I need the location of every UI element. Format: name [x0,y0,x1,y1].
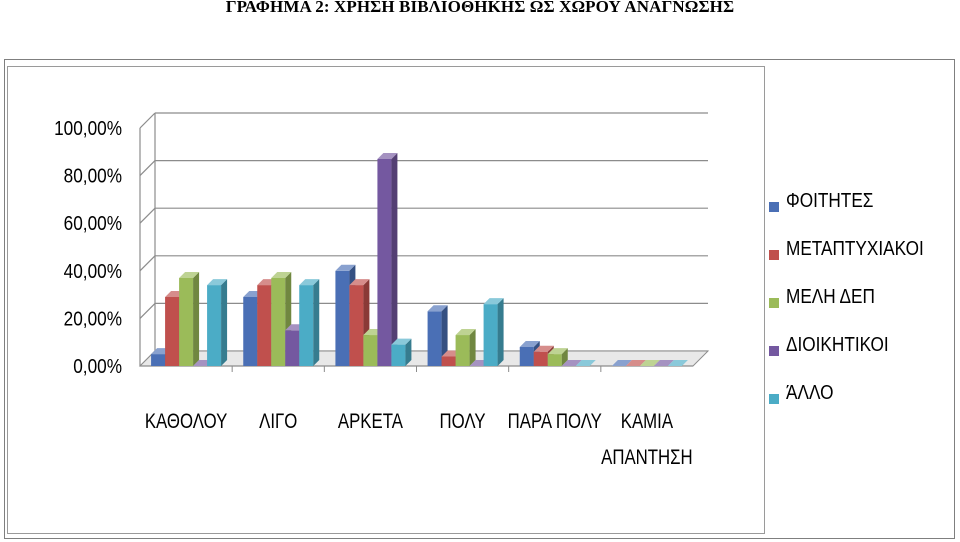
x-category-label: ΠΑΡΑ ΠΟΛΥ [508,410,603,433]
page-title: ΓΡΑΦΗΜΑ 2: ΧΡΗΣΗ ΒΙΒΛΙΟΘΗΚΗΣ ΩΣ ΧΩΡΟΥ ΑΝ… [225,0,735,16]
bar-top [207,279,228,286]
bar-front [547,354,562,366]
legend-item: ΜΕΛΗ ΔΕΠ [769,286,955,334]
bar-front [391,344,406,366]
bar-top [349,279,370,286]
x-category-label: ΛΙΓΟ [259,410,297,433]
bar-top [179,271,200,278]
legend-swatch [769,298,779,308]
bar-top [653,360,674,366]
y-tick-label: 20,00% [64,307,122,330]
bar-top [533,345,554,352]
x-category-label: ΑΠΑΝΤΗΣΗ [601,446,693,469]
bar-side [221,279,228,366]
bar-front [179,277,194,366]
x-category-label: ΠΟΛΥ [440,410,486,433]
bar-side [391,152,398,366]
chart-outer-frame [4,59,955,539]
legend-swatch [769,250,779,260]
bar-top [299,279,320,286]
bar-front [363,335,378,366]
y-tick-label: 40,00% [64,260,122,283]
bar-side [497,298,504,366]
gridline-side [139,160,156,177]
legend-item: ΔΙΟΙΚΗΤΙΚΟΙ [769,334,955,382]
bar-side [313,279,320,366]
y-tick-label: 100,00% [54,117,122,140]
bar-side [561,348,568,366]
bar-front [165,296,180,366]
bar-front [257,285,272,366]
y-tick-label: 80,00% [64,164,122,187]
bar-side [469,329,476,366]
bar-front [207,285,222,366]
bar-front [151,354,166,366]
bar-top [519,340,540,347]
legend: ΦΟΙΤΗΤΕΣ ΜΕΤΑΠΤΥΧΙΑΚΟΙ ΜΕΛΗ ΔΕΠ ΔΙΟΙΚΗΤΙΚΟΙ… [769,190,955,430]
x-category-label: ΚΑΘΟΛΟΥ [145,410,228,433]
legend-item: ΦΟΙΤΗΤΕΣ [769,190,955,238]
gridline-side [139,112,156,129]
legend-swatch [769,394,779,404]
bar-front [285,330,300,366]
bar-top [667,360,688,366]
bar-top [483,298,504,305]
bar-front [533,351,548,366]
bar-front [271,277,286,366]
bar-top [335,264,356,271]
bar-front [299,285,314,366]
bar-top [639,360,660,366]
bar-front [243,296,258,366]
bar-side [441,305,448,366]
legend-swatch [769,202,779,212]
bar-top [575,360,596,366]
legend-label: ΜΕΛΗ ΔΕΠ [786,286,875,308]
x-category-label: ΚΑΜΙΑ [621,410,674,433]
bar-top [271,271,292,278]
legend-item: ΆΛΛΟ [769,382,955,430]
gridline-side [139,255,156,272]
y-tick-label: 60,00% [64,212,122,235]
bar-top [455,329,476,336]
bar-front [519,346,534,366]
chart-plot-frame [7,66,765,534]
bar-side [193,271,200,366]
legend-label: ΆΛΛΟ [786,382,834,404]
bar-front [455,335,470,366]
gridline-side [139,302,156,319]
bar-front [441,356,456,366]
legend-label: ΜΕΤΑΠΤΥΧΙΑΚΟΙ [786,238,924,260]
bar-top [561,360,582,366]
legend-swatch [769,346,779,356]
bar-front [483,304,498,366]
bar-front [427,311,442,366]
y-tick-label: 0,00% [73,355,122,378]
bar-top [625,360,646,366]
bar-top [427,305,448,312]
gridline-side [139,207,156,224]
legend-label: ΦΟΙΤΗΤΕΣ [786,190,874,212]
bar-front [377,158,392,366]
bar-side [405,338,412,366]
bar-top [377,152,398,159]
x-category-label: ΑΡΚΕΤΑ [338,410,403,433]
bar-top [547,348,568,355]
bar-front [349,285,364,366]
bar-front [335,270,350,366]
legend-label: ΔΙΟΙΚΗΤΙΚΟΙ [786,334,889,356]
bar-top [391,338,412,345]
legend-item: ΜΕΤΑΠΤΥΧΙΑΚΟΙ [769,238,955,286]
bar-top [611,360,632,366]
